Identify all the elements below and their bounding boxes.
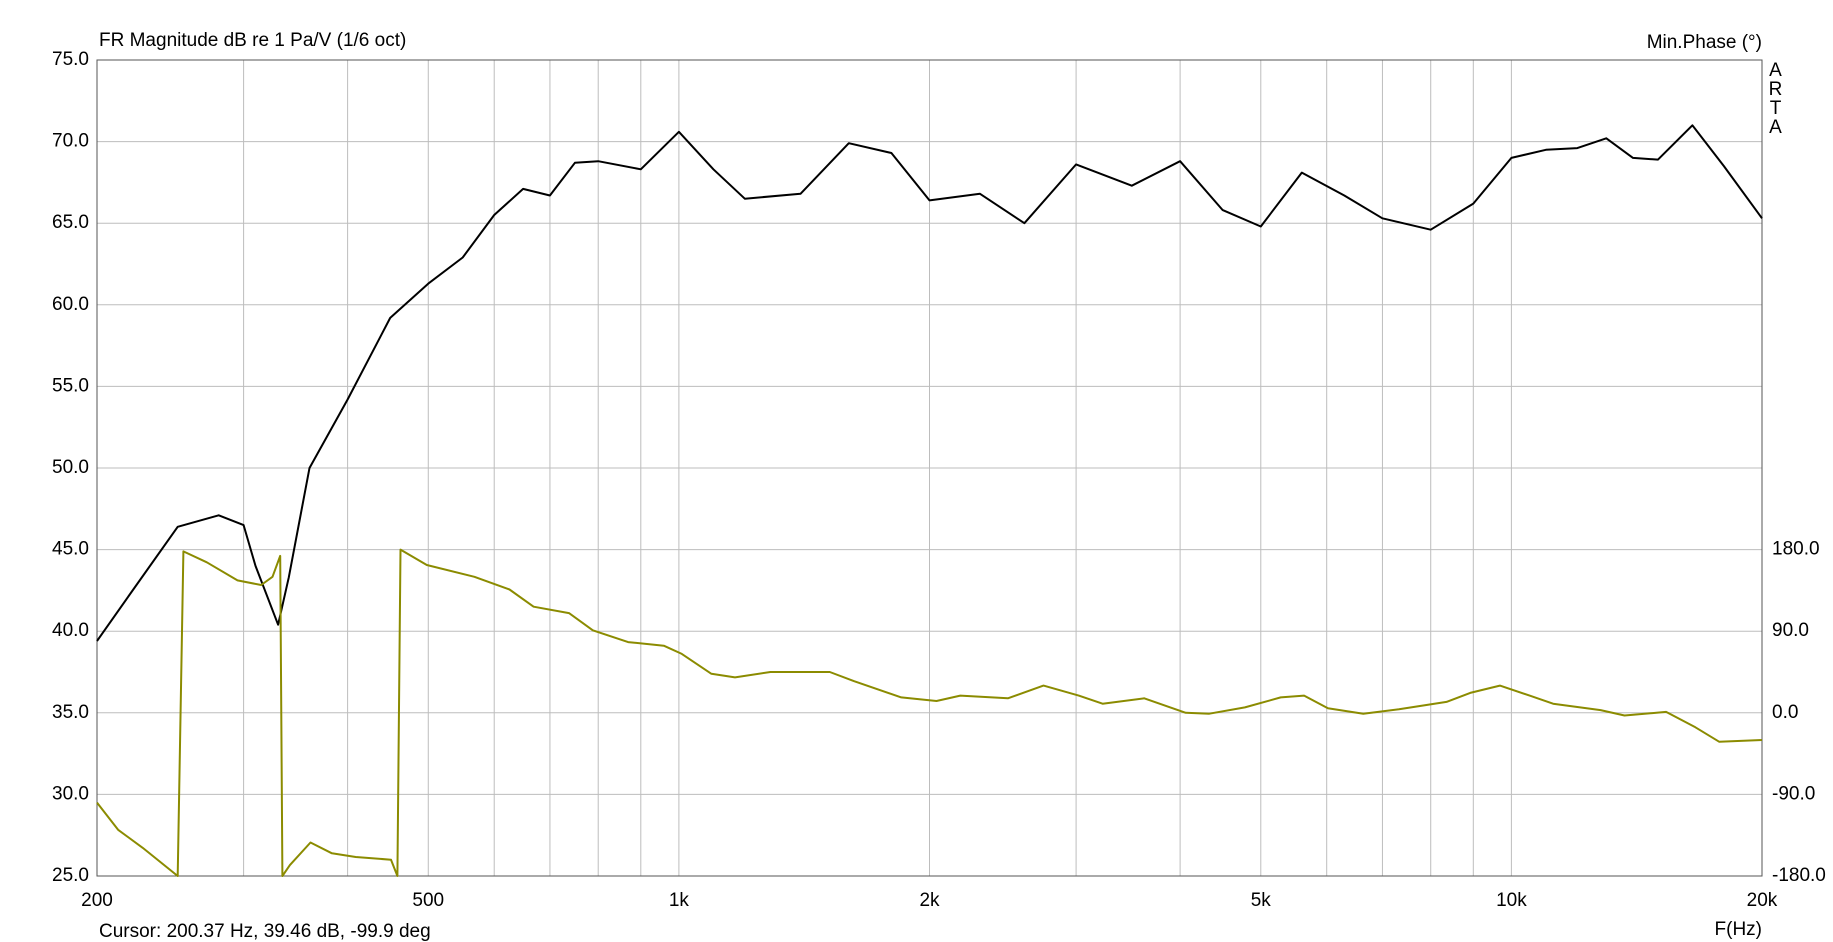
x-tick-label: 2k bbox=[919, 890, 940, 911]
x-tick-label: 20k bbox=[1747, 890, 1778, 911]
watermark: ARTA bbox=[1765, 60, 1786, 136]
x-axis-title: F(Hz) bbox=[1715, 919, 1762, 940]
y-tick-label: 65.0 bbox=[52, 212, 89, 233]
y2-tick-label: 90.0 bbox=[1772, 620, 1809, 641]
chart-title: FR Magnitude dB re 1 Pa/V (1/6 oct) bbox=[99, 30, 406, 51]
x-tick-label: 5k bbox=[1251, 890, 1272, 911]
y-tick-label: 35.0 bbox=[52, 702, 89, 723]
x-tick-label: 500 bbox=[412, 890, 444, 911]
x-tick-label: 1k bbox=[669, 890, 690, 911]
y-tick-label: 25.0 bbox=[52, 865, 89, 886]
data-line bbox=[96, 124, 1763, 642]
y-tick-label: 45.0 bbox=[52, 539, 89, 560]
y-tick-label: 50.0 bbox=[52, 457, 89, 478]
y-tick-label: 55.0 bbox=[52, 375, 89, 396]
y-tick-label: 30.0 bbox=[52, 783, 89, 804]
y2-tick-label: -90.0 bbox=[1772, 783, 1815, 804]
data-line bbox=[96, 548, 1763, 877]
y-tick-label: 75.0 bbox=[52, 49, 89, 70]
y-tick-label: 60.0 bbox=[52, 294, 89, 315]
y-tick-label: 40.0 bbox=[52, 620, 89, 641]
y2-tick-label: -180.0 bbox=[1772, 865, 1826, 886]
plot-frame bbox=[96, 59, 1763, 877]
x-tick-label: 10k bbox=[1496, 890, 1527, 911]
y2-axis-title: Min.Phase (°) bbox=[1647, 32, 1762, 53]
y2-tick-label: 180.0 bbox=[1772, 539, 1820, 560]
x-tick-label: 200 bbox=[81, 890, 113, 911]
cursor-readout: Cursor: 200.37 Hz, 39.46 dB, -99.9 deg bbox=[99, 921, 431, 942]
y2-tick-label: 0.0 bbox=[1772, 702, 1798, 723]
y-tick-label: 70.0 bbox=[52, 131, 89, 152]
